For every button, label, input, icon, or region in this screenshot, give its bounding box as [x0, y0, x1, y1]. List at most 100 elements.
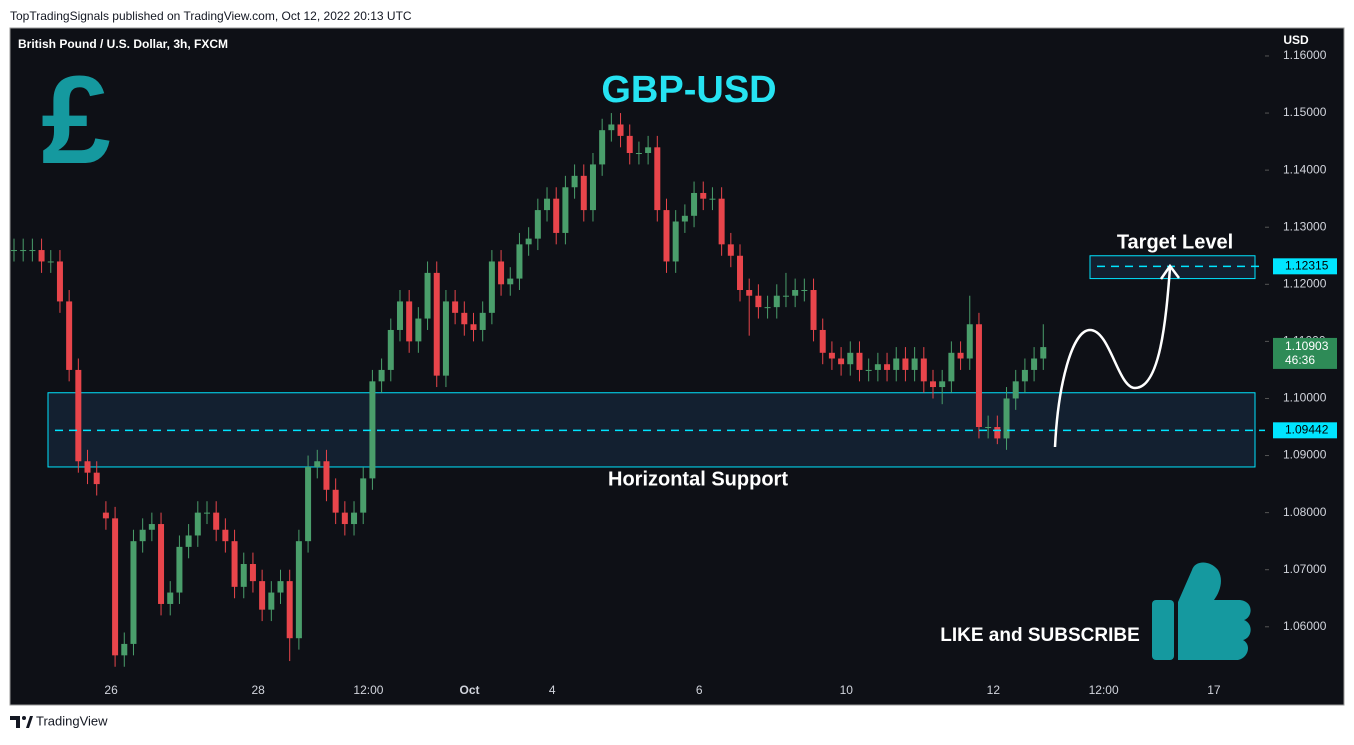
candle-body [902, 358, 909, 370]
candle-body [691, 192, 698, 216]
candle-body [249, 564, 256, 582]
candle-body [139, 529, 146, 542]
y-tick-label: 1.14000 [1283, 162, 1327, 176]
candle-body [544, 198, 551, 211]
candle-body [29, 250, 36, 252]
y-tick-label: 1.08000 [1283, 505, 1327, 519]
candle-body [461, 312, 468, 325]
candle-body [470, 324, 477, 330]
annotation: Target Level [1117, 231, 1233, 253]
candle-body [121, 643, 128, 656]
candle-body [663, 210, 670, 262]
y-tick-label: 1.10000 [1283, 391, 1327, 405]
level-label-bg [1273, 422, 1337, 439]
candle-body [856, 352, 863, 370]
candle-body [782, 295, 789, 297]
candle-body [158, 524, 165, 604]
candle-body [314, 461, 321, 467]
candle-body [20, 250, 27, 252]
candle-body [608, 124, 615, 131]
candle-body [617, 124, 624, 136]
candle-body [985, 427, 992, 429]
candle-body [626, 135, 633, 154]
candle-body [295, 541, 302, 639]
candle-body [360, 478, 367, 513]
x-tick-label: 12:00 [1089, 683, 1119, 697]
x-tick-label: 12:00 [353, 683, 383, 697]
x-tick-label: 6 [696, 683, 703, 697]
instrument: British Pound / U.S. Dollar, 3h, FXCM [18, 37, 228, 51]
candle-body [277, 581, 284, 593]
candle-body [553, 198, 560, 233]
candle-body [167, 592, 174, 604]
candle-body [764, 307, 771, 309]
candle-body [130, 541, 137, 644]
pound-logo: £ [41, 51, 111, 190]
candle-body [571, 175, 578, 188]
y-tick-label: 1.07000 [1283, 562, 1327, 576]
countdown: 46:36 [1285, 353, 1315, 367]
candle-body [773, 295, 780, 308]
projection-arrow [1053, 267, 1172, 448]
candle-body [452, 301, 459, 313]
candle-body [488, 261, 495, 313]
candle-body [635, 153, 642, 155]
candle-body [305, 466, 312, 542]
candle-body [865, 369, 872, 371]
candle-body [1040, 347, 1047, 359]
candle-body [966, 324, 973, 359]
candle-body [599, 130, 606, 165]
candle-body [498, 261, 505, 285]
candle-body [828, 352, 835, 359]
candle-body [516, 244, 523, 279]
candle-body [11, 250, 17, 252]
candle-body [176, 546, 183, 593]
candle-body [948, 352, 955, 382]
candle-body [66, 301, 73, 370]
candle-body [525, 238, 532, 245]
candle-body [259, 581, 266, 610]
candle-body [810, 290, 817, 330]
candle-body [387, 329, 394, 370]
candle-body [994, 427, 1001, 439]
candle-body [47, 261, 54, 263]
candle-body [874, 364, 881, 370]
brand: TradingView [36, 713, 108, 728]
candle-body [442, 301, 449, 376]
candle-body [351, 512, 358, 525]
candle-body [341, 512, 348, 525]
candle-body [38, 250, 45, 262]
level-label: 1.12315 [1285, 258, 1329, 272]
candle-body [1003, 398, 1010, 439]
x-tick-label: Oct [459, 683, 479, 697]
candle-body [286, 581, 293, 639]
candle-body [415, 318, 422, 342]
candle-body [884, 364, 891, 370]
price-zone [1089, 255, 1256, 280]
candle-body [709, 198, 716, 200]
candle-body [84, 461, 91, 473]
candle-body [102, 512, 109, 519]
candle-body [681, 215, 688, 222]
x-tick-label: 4 [549, 683, 556, 697]
annotation: Horizontal Support [608, 468, 788, 490]
candle-body [847, 352, 854, 365]
candle-body [1012, 381, 1019, 399]
plot: 1.160001.150001.140001.130001.120001.110… [11, 48, 1337, 697]
candle-body [672, 221, 679, 262]
currency-label: USD [1283, 33, 1309, 47]
candle-body [957, 352, 964, 359]
candle-body [424, 272, 431, 319]
candle-body [654, 147, 661, 211]
candle-body [56, 261, 63, 302]
candle-body [1031, 358, 1038, 370]
candle-body [323, 461, 330, 490]
x-tick-label: 10 [840, 683, 854, 697]
candle-body [911, 358, 918, 370]
candle-body [75, 369, 82, 462]
candle-body [406, 301, 413, 342]
candle-body [920, 358, 927, 382]
candle-body [700, 192, 707, 199]
candle-body [534, 210, 541, 239]
